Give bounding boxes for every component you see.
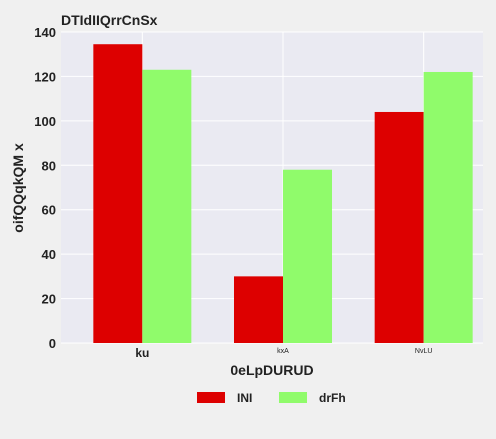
bars [93, 44, 473, 343]
y-tick-label: 40 [42, 247, 56, 262]
y-tick-label: 140 [34, 25, 56, 40]
bar-drfh-kxa [283, 169, 332, 343]
x-tick-label: ku [135, 346, 149, 360]
bar-drfh-nvlu [423, 71, 473, 343]
legend-label-ini: INI [237, 391, 252, 405]
bar-drfh-ku [142, 69, 192, 343]
x-tick-label: NvLU [415, 348, 433, 355]
y-tick-label: 120 [34, 69, 56, 84]
bar-ini-nvlu [374, 111, 424, 343]
x-axis-label: 0eLpDURUD [230, 362, 313, 378]
chart-title: DTIdIIQrrCnSx [61, 12, 158, 28]
legend-swatch-ini [197, 392, 225, 403]
y-tick-label: 100 [34, 114, 56, 129]
y-tick-label: 60 [42, 203, 56, 218]
x-tick-label: kxA [277, 348, 289, 355]
bar-ini-ku [93, 44, 143, 343]
y-tick-label: 20 [42, 292, 56, 307]
y-tick-label: 80 [42, 158, 56, 173]
legend-swatch-drfh [279, 392, 307, 403]
legend-label-drfh: drFh [319, 391, 346, 405]
x-axis-ticks: ku kxA NvLU [135, 346, 432, 360]
y-axis-ticks: 0 20 40 60 80 100 120 140 [34, 25, 56, 351]
y-axis-label: oifQQqkQM x [10, 143, 26, 233]
legend: INI drFh [197, 391, 346, 405]
y-tick-label: 0 [49, 336, 56, 351]
bar-ini-kxa [234, 276, 283, 343]
